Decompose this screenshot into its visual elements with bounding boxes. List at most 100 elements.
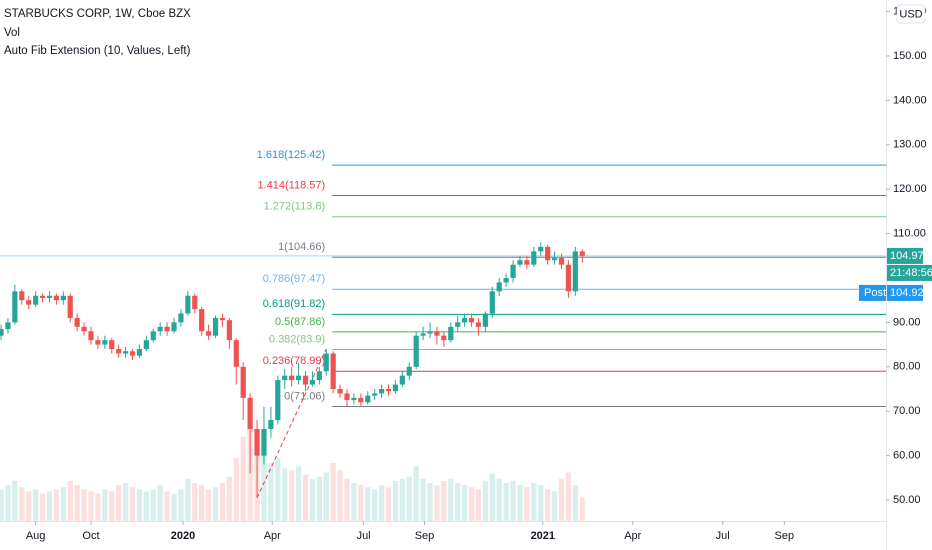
candle-body bbox=[26, 300, 32, 305]
candle-body bbox=[0, 329, 4, 336]
currency-button[interactable] bbox=[896, 4, 926, 24]
volume-bar bbox=[551, 491, 558, 521]
volume-bar bbox=[157, 485, 163, 521]
volume-bar bbox=[455, 483, 461, 521]
candle-body bbox=[475, 322, 482, 327]
candle-body bbox=[5, 322, 11, 330]
candle-body bbox=[95, 340, 101, 345]
volume-bar bbox=[178, 489, 184, 521]
volume-bar bbox=[503, 483, 509, 521]
y-tick-label: 60.00 bbox=[893, 450, 921, 462]
candle-body bbox=[399, 375, 405, 385]
candle-body bbox=[143, 340, 149, 350]
volume-bar bbox=[240, 436, 246, 521]
candle-body bbox=[67, 295, 73, 318]
candle-body bbox=[157, 326, 163, 332]
candle-body bbox=[206, 331, 212, 336]
fib-label: 0.786(97.47) bbox=[263, 273, 325, 285]
candle-body bbox=[558, 258, 565, 265]
volume-bar bbox=[143, 491, 150, 521]
candle-body bbox=[60, 295, 66, 301]
candle-body bbox=[33, 295, 39, 305]
volume-bar bbox=[19, 487, 25, 521]
candle-body bbox=[565, 264, 572, 292]
volume-bar bbox=[496, 478, 502, 521]
x-tick-label: Oct bbox=[82, 530, 99, 542]
volume-bar bbox=[192, 483, 198, 521]
fib-trend-line bbox=[256, 348, 327, 498]
volume-bar bbox=[579, 497, 585, 521]
candle-body bbox=[102, 340, 108, 345]
y-tick-label: 90.00 bbox=[893, 316, 921, 328]
volume-bar bbox=[171, 493, 177, 521]
x-tick-label: Jul bbox=[716, 530, 730, 542]
candle-body bbox=[19, 291, 25, 301]
candle-body bbox=[448, 326, 454, 341]
candle-body bbox=[503, 277, 509, 283]
y-tick-label: 70.00 bbox=[893, 405, 921, 417]
volume-bar bbox=[475, 489, 482, 521]
candle-body bbox=[365, 395, 371, 403]
volume-bar bbox=[337, 470, 343, 521]
post-price-label: 104.92 bbox=[890, 287, 924, 299]
volume-bar bbox=[275, 457, 281, 521]
volume-bar bbox=[344, 478, 350, 521]
volume-bar bbox=[413, 466, 419, 521]
volume-bar bbox=[212, 487, 219, 521]
candle-body bbox=[468, 317, 475, 323]
candle-body bbox=[378, 388, 385, 394]
fib-label: 1.618(125.42) bbox=[257, 149, 326, 161]
candle-body bbox=[434, 331, 440, 336]
candle-body bbox=[517, 260, 523, 265]
candle-body bbox=[12, 291, 18, 323]
candle-body bbox=[551, 258, 558, 261]
volume-bar bbox=[288, 470, 295, 521]
volume-bar bbox=[164, 491, 170, 521]
candle-body bbox=[219, 317, 226, 321]
candle-body bbox=[185, 295, 191, 314]
candle-body bbox=[358, 397, 364, 403]
volume-bar bbox=[330, 462, 336, 521]
y-tick-label: 80.00 bbox=[893, 361, 921, 373]
volume-bar bbox=[392, 480, 399, 521]
candle-body bbox=[531, 251, 537, 265]
candle-body bbox=[254, 428, 260, 456]
post-badge bbox=[859, 284, 886, 301]
candle-body bbox=[199, 309, 205, 332]
volume-bar bbox=[95, 493, 101, 521]
candle-body bbox=[178, 313, 184, 323]
volume-bar bbox=[26, 491, 32, 521]
volume-bar bbox=[295, 466, 302, 521]
candle-body bbox=[53, 295, 59, 301]
x-tick-label: Apr bbox=[624, 530, 641, 542]
x-tick-label: 2021 bbox=[531, 530, 555, 542]
x-tick-label: Jul bbox=[357, 530, 371, 542]
volume-bar bbox=[74, 485, 80, 521]
y-tick-label: 120.00 bbox=[893, 183, 927, 195]
candle-body bbox=[261, 428, 267, 456]
candle-body bbox=[74, 317, 80, 327]
volume-bar bbox=[136, 489, 143, 521]
candle-body bbox=[579, 251, 585, 256]
volume-bar bbox=[482, 480, 489, 521]
volume-bar bbox=[441, 480, 447, 521]
candle-body bbox=[282, 375, 288, 381]
volume-bar bbox=[282, 468, 288, 521]
candle-body bbox=[226, 320, 232, 341]
candle-body bbox=[136, 349, 143, 356]
candle-body bbox=[441, 335, 447, 341]
candle-body bbox=[309, 380, 316, 385]
candle-body bbox=[337, 388, 343, 394]
fib-label: 0.236(78.99) bbox=[263, 355, 325, 367]
candle-body bbox=[489, 291, 495, 314]
x-tick-label: Sep bbox=[415, 530, 435, 542]
y-tick-label: 110.00 bbox=[893, 227, 926, 239]
volume-bar bbox=[5, 485, 11, 521]
candle-body bbox=[116, 349, 122, 354]
candle-body bbox=[496, 282, 502, 292]
last-price-label: 104.97 bbox=[890, 250, 924, 262]
post-label: Post bbox=[864, 287, 886, 299]
volume-bar bbox=[219, 483, 226, 521]
candle-body bbox=[233, 340, 239, 367]
volume-bar bbox=[109, 491, 115, 521]
